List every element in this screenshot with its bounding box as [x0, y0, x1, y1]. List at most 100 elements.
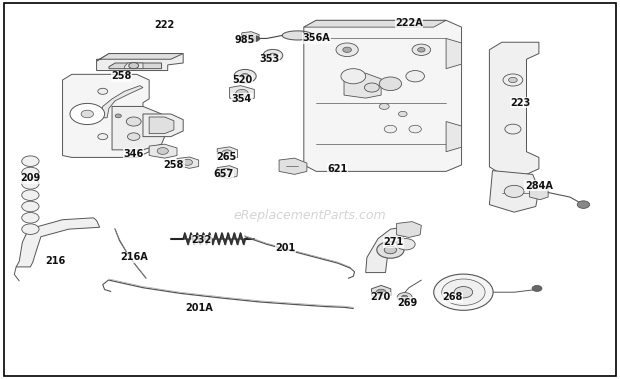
Polygon shape — [143, 114, 183, 137]
Text: 201: 201 — [275, 243, 295, 253]
Circle shape — [22, 179, 39, 189]
Polygon shape — [304, 20, 446, 27]
Circle shape — [22, 224, 39, 235]
Circle shape — [376, 289, 386, 295]
Polygon shape — [125, 63, 143, 69]
Circle shape — [22, 190, 39, 200]
Circle shape — [384, 246, 397, 254]
Circle shape — [234, 69, 256, 83]
Polygon shape — [229, 86, 254, 101]
Circle shape — [129, 63, 139, 69]
Text: 209: 209 — [20, 173, 40, 183]
Text: 232: 232 — [192, 235, 212, 246]
Circle shape — [22, 167, 39, 178]
Circle shape — [454, 287, 472, 298]
Circle shape — [222, 150, 232, 156]
Text: 201A: 201A — [185, 304, 213, 313]
Polygon shape — [16, 218, 100, 267]
Circle shape — [22, 213, 39, 223]
Circle shape — [22, 201, 39, 212]
Circle shape — [402, 295, 408, 299]
Circle shape — [182, 159, 192, 165]
Text: 356A: 356A — [303, 33, 330, 44]
Text: 265: 265 — [216, 152, 237, 163]
Polygon shape — [149, 144, 177, 158]
Polygon shape — [100, 86, 143, 118]
Circle shape — [442, 279, 485, 305]
Circle shape — [532, 285, 542, 291]
Circle shape — [406, 70, 425, 82]
Circle shape — [343, 47, 352, 52]
Circle shape — [503, 74, 523, 86]
Circle shape — [504, 185, 524, 197]
Text: 985: 985 — [235, 35, 255, 45]
Polygon shape — [279, 158, 307, 174]
Circle shape — [115, 114, 122, 118]
Circle shape — [379, 103, 389, 110]
Text: 284A: 284A — [525, 181, 553, 191]
Circle shape — [241, 74, 249, 79]
Text: 271: 271 — [383, 237, 404, 247]
Text: 520: 520 — [232, 75, 252, 85]
Circle shape — [236, 89, 248, 97]
Polygon shape — [216, 166, 237, 179]
Circle shape — [157, 147, 169, 154]
Polygon shape — [282, 31, 313, 40]
Circle shape — [81, 110, 94, 118]
Text: 223: 223 — [510, 98, 531, 108]
Circle shape — [70, 103, 105, 125]
Circle shape — [263, 49, 283, 61]
Polygon shape — [109, 63, 162, 69]
Text: 216A: 216A — [120, 252, 148, 263]
Circle shape — [126, 117, 141, 126]
Polygon shape — [97, 53, 183, 61]
Circle shape — [377, 241, 404, 258]
Text: 354: 354 — [232, 94, 252, 104]
Circle shape — [251, 36, 260, 41]
Polygon shape — [304, 20, 461, 171]
Text: 222: 222 — [154, 20, 175, 30]
Polygon shape — [97, 53, 183, 70]
Text: eReplacementParts.com: eReplacementParts.com — [234, 210, 386, 222]
Circle shape — [399, 111, 407, 117]
Text: 216: 216 — [45, 256, 65, 266]
Polygon shape — [217, 147, 237, 159]
Text: 270: 270 — [370, 292, 390, 302]
Polygon shape — [366, 227, 409, 273]
Polygon shape — [344, 73, 381, 98]
Circle shape — [269, 53, 277, 58]
Circle shape — [341, 69, 366, 84]
Polygon shape — [397, 222, 422, 238]
Text: 346: 346 — [123, 149, 144, 159]
Circle shape — [508, 77, 517, 83]
Circle shape — [397, 239, 415, 250]
Polygon shape — [63, 74, 149, 157]
Polygon shape — [489, 171, 539, 212]
Polygon shape — [489, 42, 539, 174]
Circle shape — [434, 274, 493, 310]
Text: 268: 268 — [442, 292, 463, 302]
Circle shape — [397, 293, 412, 302]
Polygon shape — [529, 185, 548, 200]
Polygon shape — [112, 106, 168, 150]
Circle shape — [379, 77, 402, 91]
Circle shape — [384, 125, 397, 133]
Polygon shape — [177, 157, 198, 168]
Polygon shape — [446, 122, 461, 152]
Circle shape — [98, 88, 108, 94]
Text: 258: 258 — [111, 71, 131, 81]
Text: 621: 621 — [328, 164, 348, 174]
Polygon shape — [371, 285, 391, 299]
Circle shape — [505, 124, 521, 134]
Circle shape — [409, 125, 422, 133]
Circle shape — [221, 168, 232, 175]
Text: 269: 269 — [397, 298, 417, 308]
Polygon shape — [149, 117, 174, 134]
Text: 258: 258 — [164, 160, 184, 170]
Circle shape — [22, 156, 39, 166]
Circle shape — [128, 133, 140, 140]
Circle shape — [336, 43, 358, 56]
Polygon shape — [446, 38, 461, 69]
Circle shape — [418, 47, 425, 52]
Text: 222A: 222A — [395, 18, 423, 28]
